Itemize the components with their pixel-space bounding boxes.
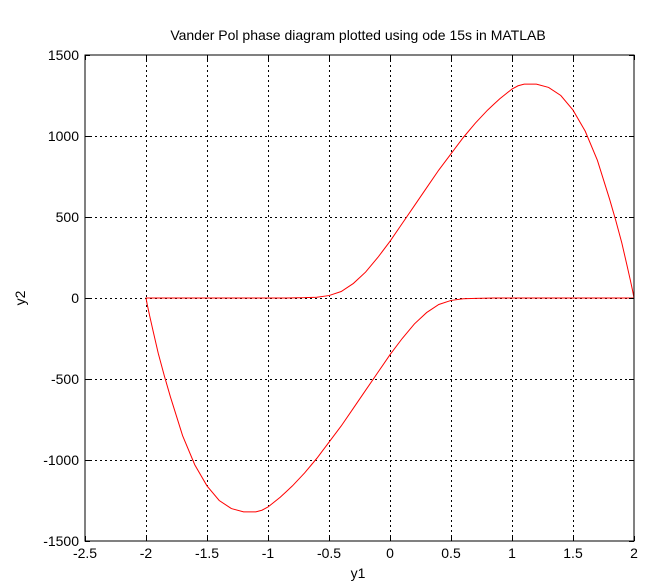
x-tick-label: 2 xyxy=(630,545,638,561)
y-axis-label: y2 xyxy=(12,290,28,305)
y-tick-label: -1500 xyxy=(43,533,79,549)
y-tick-labels: -1500 -1000 -500 0 500 1000 1500 xyxy=(43,47,79,549)
x-axis-label: y1 xyxy=(351,565,366,581)
x-tick-label: -2 xyxy=(140,545,153,561)
x-tick-label: -2.5 xyxy=(73,545,97,561)
x-tick-label: -0.5 xyxy=(317,545,341,561)
x-tick-label: 1 xyxy=(508,545,516,561)
y-tick-label: 1500 xyxy=(48,47,79,63)
x-tick-label: -1.5 xyxy=(195,545,219,561)
axis-ticks xyxy=(85,55,635,542)
y-tick-label: 1000 xyxy=(48,128,79,144)
x-tick-label: 0 xyxy=(386,545,394,561)
phase-curve-line xyxy=(145,83,635,513)
chart-title: Vander Pol phase diagram plotted using o… xyxy=(170,27,545,43)
x-tick-label: -1 xyxy=(262,545,275,561)
x-tick-label: 1.5 xyxy=(563,545,583,561)
y-tick-label: 500 xyxy=(56,209,80,225)
x-tick-label: 0.5 xyxy=(441,545,461,561)
x-tick-labels: -2.5 -2 -1.5 -1 -0.5 0 0.5 1 1.5 2 xyxy=(73,545,638,561)
y-tick-label: 0 xyxy=(71,290,79,306)
y-tick-label: -1000 xyxy=(43,452,79,468)
y-tick-label: -500 xyxy=(51,371,79,387)
